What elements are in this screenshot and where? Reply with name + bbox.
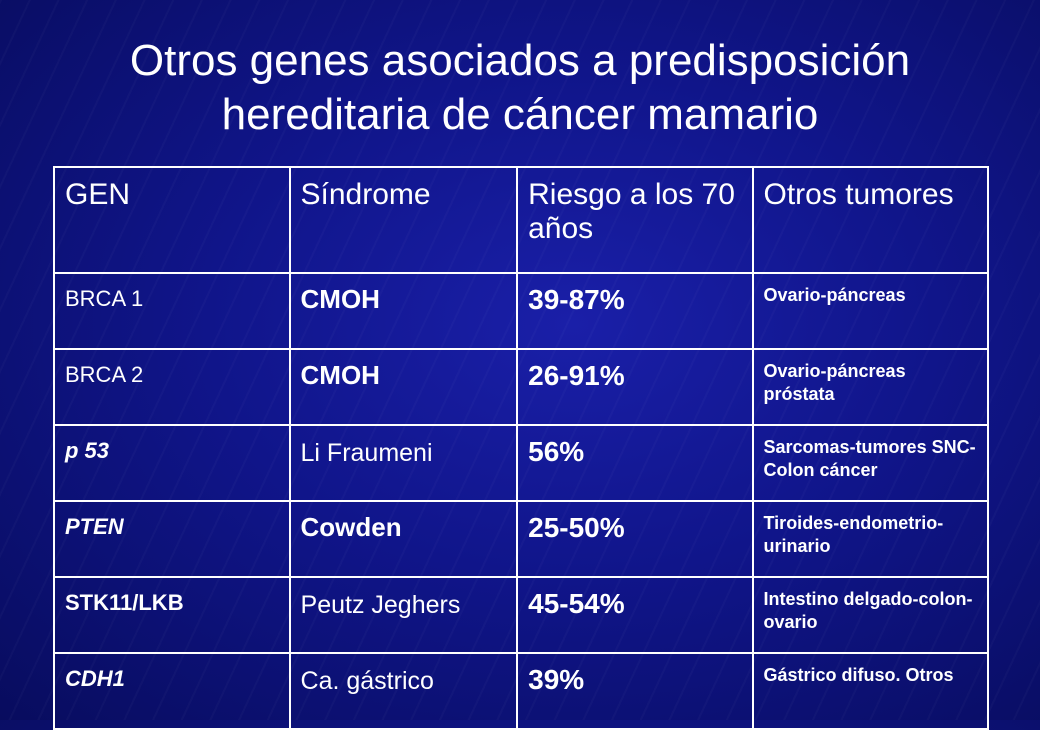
header-sindrome: Síndrome bbox=[288, 166, 519, 274]
header-riesgo: Riesgo a los 70 años bbox=[516, 166, 754, 274]
table-row: p 53 Li Fraumeni 56% Sarcomas-tumores SN… bbox=[53, 424, 990, 502]
cell-riesgo: 45-54% bbox=[516, 576, 754, 654]
slide-title: Otros genes asociados a predisposición h… bbox=[20, 34, 1020, 142]
cell-otros: Ovario-páncreas próstata bbox=[751, 348, 990, 426]
cell-otros: Gástrico difuso. Otros bbox=[751, 652, 990, 730]
cell-otros: Ovario-páncreas bbox=[751, 272, 990, 350]
cell-sindrome: CMOH bbox=[288, 272, 519, 350]
cell-gen: PTEN bbox=[53, 500, 291, 578]
table-header-row: GEN Síndrome Riesgo a los 70 años Otros … bbox=[53, 166, 990, 274]
slide-title-line-1: Otros genes asociados a predisposición bbox=[129, 36, 911, 85]
table-row: PTEN Cowden 25-50% Tiroides-endometrio-u… bbox=[53, 500, 990, 578]
cell-gen: STK11/LKB bbox=[53, 576, 291, 654]
table-row: BRCA 1 CMOH 39-87% Ovario-páncreas bbox=[53, 272, 990, 350]
cell-riesgo: 56% bbox=[516, 424, 754, 502]
cell-sindrome: Li Fraumeni bbox=[288, 424, 519, 502]
cell-gen: CDH1 bbox=[53, 652, 291, 730]
table-row: STK11/LKB Peutz Jeghers 45-54% Intestino… bbox=[53, 576, 990, 654]
cell-sindrome: Cowden bbox=[288, 500, 519, 578]
cell-sindrome: Ca. gástrico bbox=[288, 652, 519, 730]
cell-sindrome: CMOH bbox=[288, 348, 519, 426]
cell-otros: Sarcomas-tumores SNC-Colon cáncer bbox=[751, 424, 990, 502]
cell-riesgo: 26-91% bbox=[516, 348, 754, 426]
slide-title-line-2: hereditaria de cáncer mamario bbox=[221, 90, 819, 139]
header-otros-tumores: Otros tumores bbox=[751, 166, 990, 274]
table-row: CDH1 Ca. gástrico 39% Gástrico difuso. O… bbox=[53, 652, 990, 730]
cell-otros: Tiroides-endometrio-urinario bbox=[751, 500, 990, 578]
cell-otros: Intestino delgado-colon-ovario bbox=[751, 576, 990, 654]
cell-gen: BRCA 1 bbox=[53, 272, 291, 350]
cell-gen: BRCA 2 bbox=[53, 348, 291, 426]
table-row: BRCA 2 CMOH 26-91% Ovario-páncreas próst… bbox=[53, 348, 990, 426]
cell-riesgo: 25-50% bbox=[516, 500, 754, 578]
header-gen: GEN bbox=[53, 166, 291, 274]
genes-table: GEN Síndrome Riesgo a los 70 años Otros … bbox=[53, 166, 990, 730]
cell-riesgo: 39-87% bbox=[516, 272, 754, 350]
cell-gen: p 53 bbox=[53, 424, 291, 502]
cell-riesgo: 39% bbox=[516, 652, 754, 730]
cell-sindrome: Peutz Jeghers bbox=[288, 576, 519, 654]
